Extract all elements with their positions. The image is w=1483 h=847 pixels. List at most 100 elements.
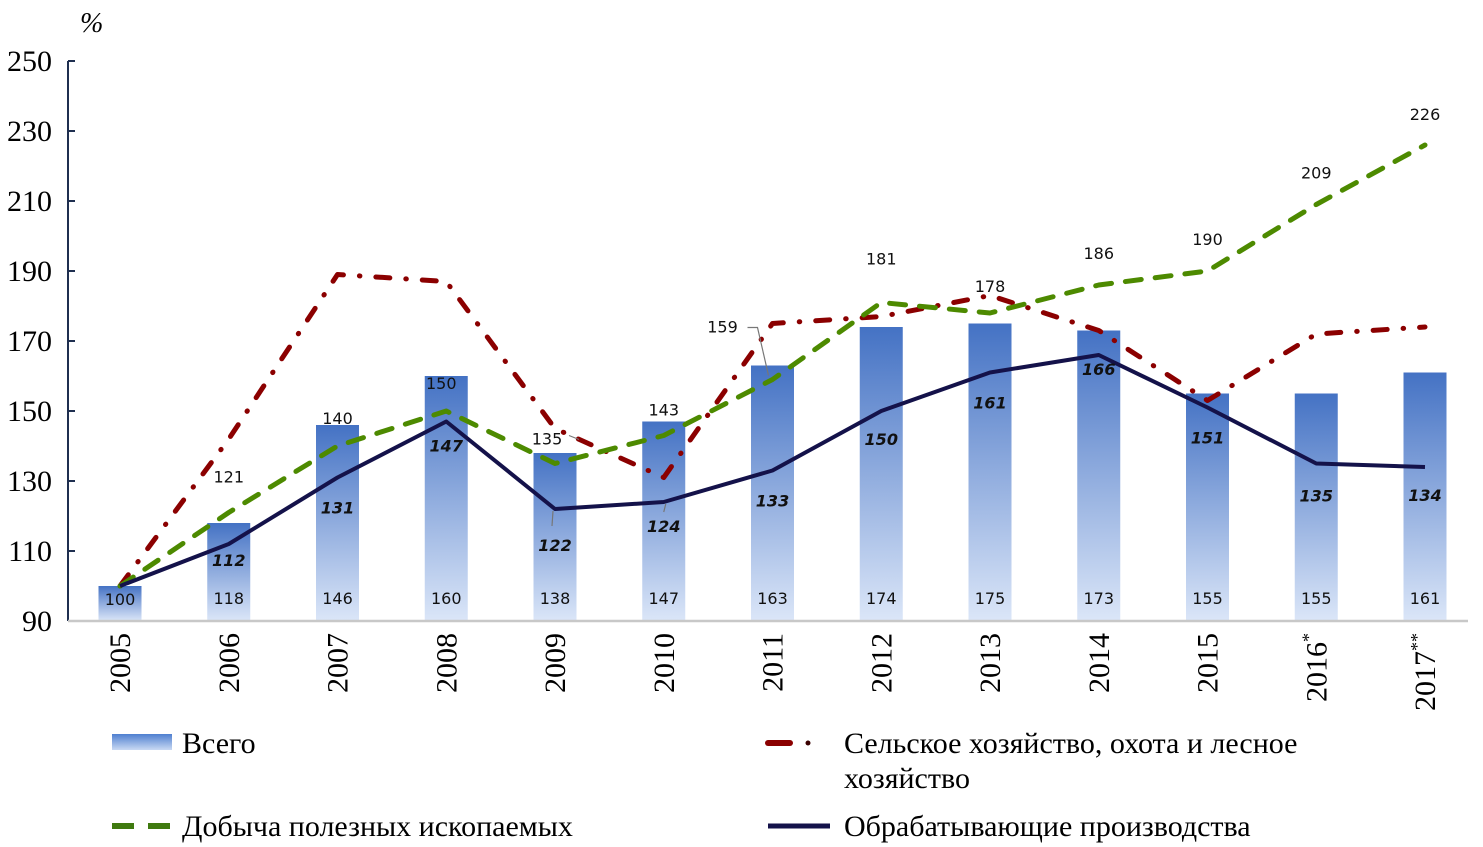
bar <box>642 421 686 621</box>
line-manufacturing <box>119 353 1426 588</box>
manufacturing-value-label: 166 <box>1082 360 1115 379</box>
legend-label-mining: Добыча полезных ископаемых <box>182 810 573 843</box>
x-tick-footnote-mark: * <box>1298 633 1318 642</box>
leader-line <box>568 434 580 441</box>
bar-value-label: 174 <box>866 589 897 608</box>
bar <box>1294 393 1338 621</box>
mining-value-label: 186 <box>1083 244 1114 263</box>
y-tick-label: 130 <box>7 465 52 498</box>
legend-item-mining: Добыча полезных ископаемых <box>112 810 573 843</box>
x-tick-label: 2014 <box>1083 633 1116 693</box>
y-tick-label: 190 <box>7 255 52 288</box>
x-tick-year: 2014 <box>1083 633 1116 693</box>
bar-value-label: 161 <box>1410 589 1441 608</box>
x-tick-label: 2006 <box>213 633 246 693</box>
legend-item-manufacturing: Обрабатывающие производства <box>768 810 1251 843</box>
manufacturing-value-label: 161 <box>973 394 1006 413</box>
bar-value-label: 175 <box>975 589 1006 608</box>
manufacturing-value-label: 112 <box>212 551 245 570</box>
bar-value-label: 155 <box>1192 589 1223 608</box>
mining-value-label: 209 <box>1301 164 1332 183</box>
legend-swatch-bar <box>112 734 172 750</box>
bar-value-label: 146 <box>322 589 353 608</box>
legend-item-agriculture: Сельское хозяйство, охота и лесное хозяй… <box>765 727 1298 795</box>
bar <box>859 327 903 621</box>
line-agriculture <box>117 272 1428 589</box>
x-tick-label: 2007 <box>322 633 355 693</box>
x-tick-label: 2011 <box>757 633 790 692</box>
x-tick-label: 2008 <box>430 633 463 693</box>
x-tick-label: 2012 <box>865 633 898 693</box>
x-tick-label: 2009 <box>539 633 572 693</box>
x-tick-year: 2012 <box>865 633 898 693</box>
x-tick-year: 2011 <box>757 633 790 692</box>
bar-value-label: 138 <box>540 589 571 608</box>
bar-value-label: 118 <box>213 589 244 608</box>
x-tick-year: 2010 <box>648 633 681 693</box>
x-tick-year: 2007 <box>322 633 355 693</box>
mining-value-label: 121 <box>213 468 244 487</box>
x-tick-year: 2008 <box>430 633 463 693</box>
mining-value-label: 135 <box>532 430 563 449</box>
leader-line <box>551 510 554 527</box>
x-axis: 2005 2006 2007 2008 2009 2010 2011 2012 2013 2014… <box>68 619 1468 711</box>
y-tick-label: 90 <box>22 605 52 638</box>
x-tick-label: 2015 <box>1192 633 1225 693</box>
manufacturing-value-label: 150 <box>865 430 898 449</box>
mining-value-label: 226 <box>1410 105 1441 124</box>
bar-value-label: 155 <box>1301 589 1332 608</box>
mining-value-label: 143 <box>648 401 679 420</box>
mining-value-label: 140 <box>322 409 353 428</box>
y-tick-label: 170 <box>7 325 52 358</box>
legend-label-manufacturing: Обрабатывающие производства <box>844 810 1251 843</box>
mining-value-label: 190 <box>1192 230 1223 249</box>
y-axis: 90 110 130 150 170 190 210 230 250 <box>7 45 75 638</box>
manufacturing-value-label: 133 <box>756 492 789 511</box>
leader-line <box>663 503 667 513</box>
legend-swatch-dot <box>805 740 811 746</box>
mining-value-label: 150 <box>426 374 457 393</box>
x-tick-year: 2006 <box>213 633 246 693</box>
bar-value-label: 173 <box>1083 589 1114 608</box>
x-tick-year: 2005 <box>104 633 137 693</box>
line-mining <box>117 142 1428 589</box>
manufacturing-value-label: 147 <box>430 437 464 456</box>
bar <box>1186 393 1229 621</box>
y-tick-label: 250 <box>7 45 52 78</box>
x-tick-year: 2009 <box>539 633 572 693</box>
x-tick-label: 2016* <box>1298 633 1333 702</box>
x-tick-year: 2017 <box>1409 651 1442 711</box>
x-tick-label: 2017** <box>1407 633 1442 711</box>
mining-value-label: 181 <box>866 250 897 269</box>
x-tick-label: 2013 <box>974 633 1007 693</box>
legend-item-total: Всего <box>112 727 256 760</box>
y-tick-label: 150 <box>7 395 52 428</box>
bar <box>1403 372 1447 621</box>
legend: Всего Добыча полезных ископаемых Сельско… <box>112 727 1298 843</box>
manufacturing-value-label: 122 <box>538 536 571 555</box>
bar-value-label: 100 <box>105 590 136 609</box>
x-tick-label: 2010 <box>648 633 681 693</box>
y-tick-label: 210 <box>7 185 52 218</box>
x-tick-footnote-mark: ** <box>1407 633 1427 651</box>
bar <box>533 453 577 621</box>
y-tick-label: 230 <box>7 115 52 148</box>
x-tick-year: 2015 <box>1192 633 1225 693</box>
bar <box>207 523 251 621</box>
x-tick-year: 2013 <box>974 633 1007 693</box>
lines <box>117 142 1428 589</box>
manufacturing-value-label: 131 <box>321 499 354 518</box>
manufacturing-value-label: 135 <box>1300 487 1333 506</box>
manufacturing-value-label: 134 <box>1408 486 1441 505</box>
y-unit-label: % <box>80 8 103 39</box>
bar-value-label: 147 <box>648 589 679 608</box>
bar-value-label: 160 <box>431 589 462 608</box>
legend-label-agriculture-line1: Сельское хозяйство, охота и лесное <box>844 727 1298 760</box>
y-tick-label: 110 <box>8 535 52 568</box>
x-tick-label: 2005 <box>104 633 137 693</box>
bar <box>751 365 794 621</box>
data-labels: 100 118 146 160 138 147 163 174 175 173 155 155 161 1… <box>105 105 1442 609</box>
manufacturing-value-label: 151 <box>1191 429 1224 448</box>
leader-line <box>747 326 770 376</box>
